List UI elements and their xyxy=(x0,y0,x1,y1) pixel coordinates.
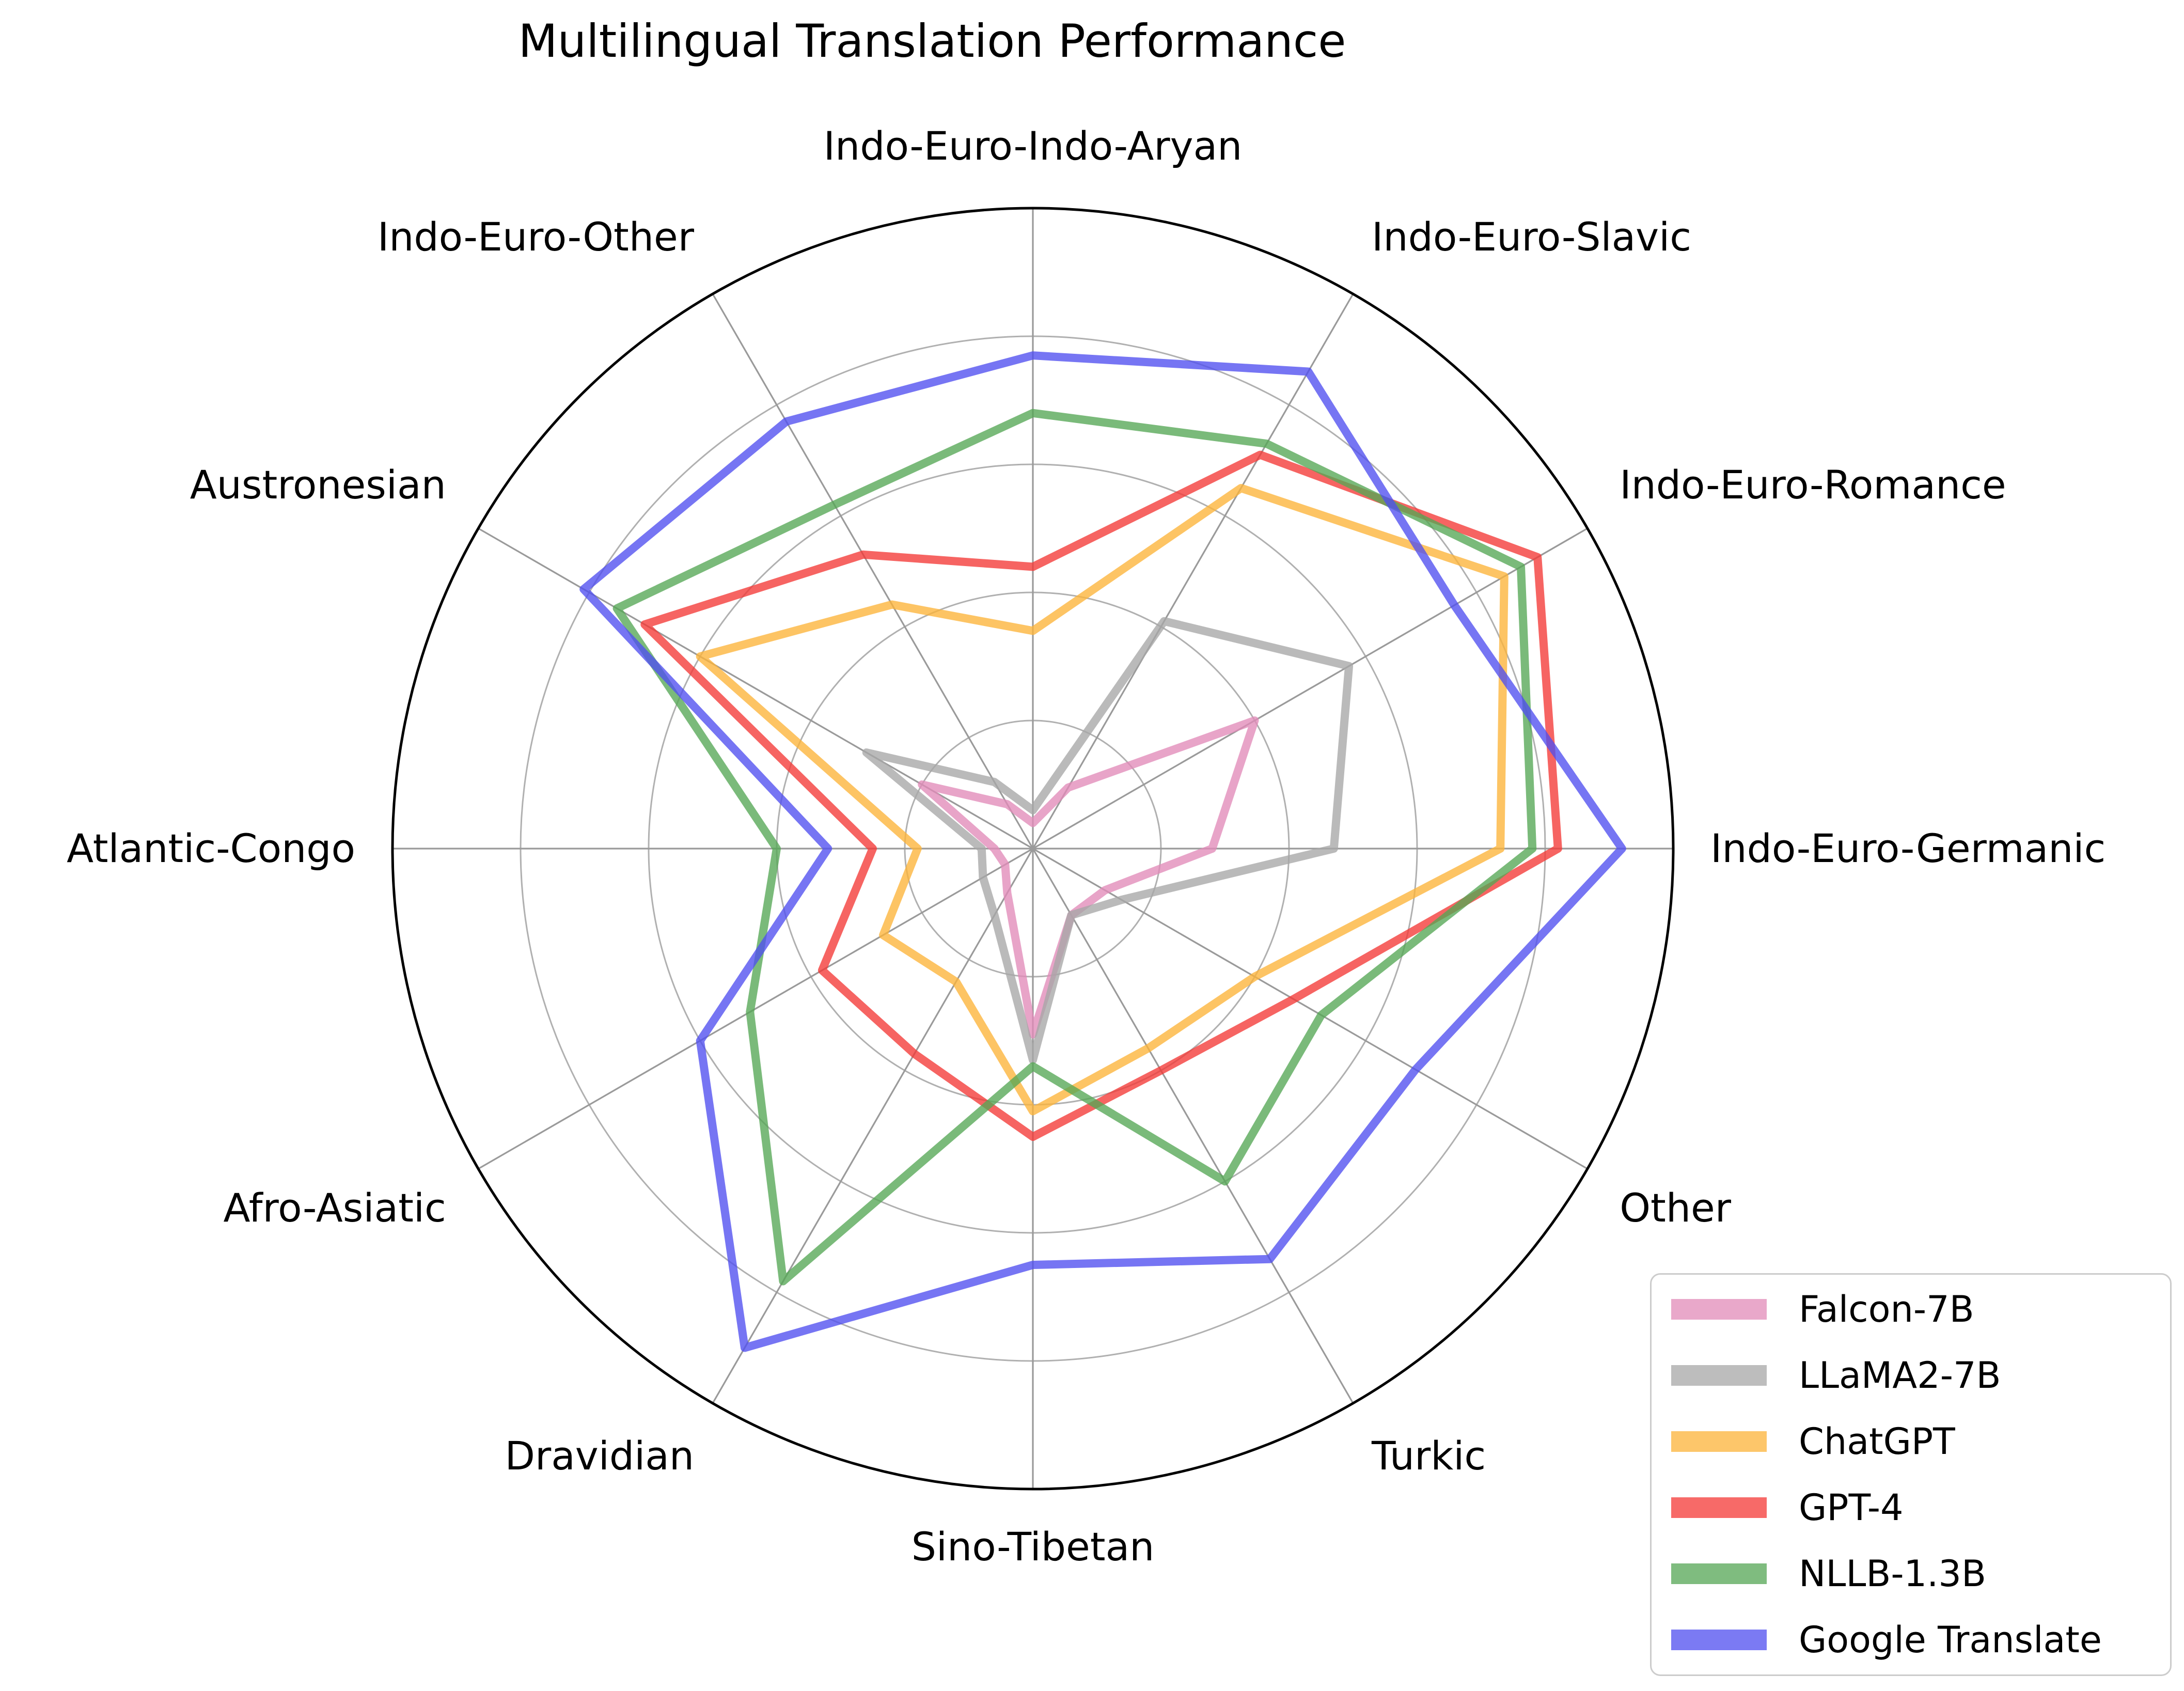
axis-label: Indo-Euro-Indo-Aryan xyxy=(824,123,1243,169)
axis-label: Afro-Asiatic xyxy=(224,1185,446,1231)
legend-swatch xyxy=(1671,1497,1767,1518)
legend-item: LLaMA2-7B xyxy=(1652,1342,2170,1408)
axis-label: Indo-Euro-Germanic xyxy=(1710,825,2106,871)
legend-label: ChatGPT xyxy=(1799,1420,1955,1463)
legend-swatch xyxy=(1671,1431,1767,1452)
legend-item: ChatGPT xyxy=(1652,1408,2170,1475)
grid-spoke xyxy=(478,527,1033,850)
outer-circle xyxy=(391,207,1675,1491)
legend-label: LLaMA2-7B xyxy=(1799,1354,2001,1397)
series-llama2-7b xyxy=(862,617,1354,1064)
legend: Falcon-7B LLaMA2-7B ChatGPT GPT-4 NLLB-1… xyxy=(1650,1273,2172,1676)
axis-label: Turkic xyxy=(1371,1433,1486,1479)
legend-item: NLLB-1.3B xyxy=(1652,1541,2170,1607)
axis-label: Sino-Tibetan xyxy=(912,1524,1155,1570)
grid-spoke xyxy=(478,848,1033,1170)
grid-spoke xyxy=(712,848,1034,1404)
axis-label: Dravidian xyxy=(505,1433,694,1479)
legend-label: GPT-4 xyxy=(1799,1486,1904,1529)
legend-swatch xyxy=(1671,1630,1767,1650)
grid-spoke xyxy=(1032,848,1354,1404)
axis-label: Indo-Euro-Slavic xyxy=(1372,214,1691,260)
series-falcon-7b xyxy=(918,716,1259,1039)
legend-swatch xyxy=(1671,1563,1767,1584)
axis-label: Atlantic-Congo xyxy=(67,825,355,871)
series-nllb-1-3b xyxy=(612,409,1537,1286)
grid-spoke xyxy=(1032,527,1588,850)
series-google-translate xyxy=(579,351,1626,1352)
series-gpt-4 xyxy=(640,450,1562,1141)
grid-spoke xyxy=(712,293,1034,849)
legend-item: Falcon-7B xyxy=(1652,1276,2170,1342)
grid-spoke xyxy=(1032,293,1354,849)
series-chatgpt xyxy=(696,484,1509,1116)
legend-swatch xyxy=(1671,1365,1767,1386)
legend-swatch xyxy=(1671,1299,1767,1320)
axis-label: Other xyxy=(1620,1185,1732,1231)
legend-label: NLLB-1.3B xyxy=(1799,1553,1986,1595)
legend-label: Google Translate xyxy=(1799,1619,2102,1661)
axis-label: Austronesian xyxy=(190,462,446,508)
axis-label: Indo-Euro-Romance xyxy=(1620,462,2006,508)
legend-item: GPT-4 xyxy=(1652,1475,2170,1541)
axis-label: Indo-Euro-Other xyxy=(378,214,695,260)
chart-title: Multilingual Translation Performance xyxy=(518,14,1346,68)
legend-item: Google Translate xyxy=(1652,1607,2170,1673)
legend-label: Falcon-7B xyxy=(1799,1288,1974,1330)
